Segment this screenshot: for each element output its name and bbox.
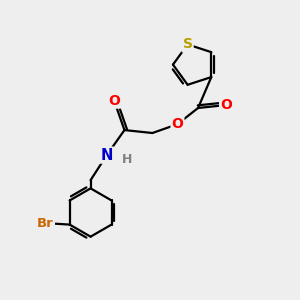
Text: O: O xyxy=(220,98,232,112)
Text: H: H xyxy=(122,153,132,166)
Text: O: O xyxy=(108,94,120,108)
Text: S: S xyxy=(183,38,193,51)
Text: O: O xyxy=(172,117,183,131)
Text: Br: Br xyxy=(37,217,54,230)
Text: N: N xyxy=(100,148,113,163)
